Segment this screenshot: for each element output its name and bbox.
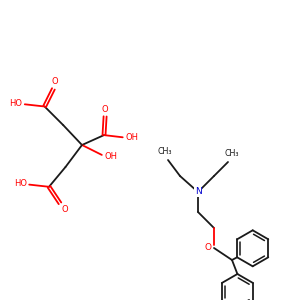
Text: O: O: [102, 105, 108, 114]
Text: HO: HO: [9, 99, 22, 108]
Text: O: O: [51, 77, 58, 86]
Text: CH₃: CH₃: [158, 146, 172, 155]
Text: N: N: [195, 188, 201, 196]
Text: O: O: [205, 244, 212, 253]
Text: HO: HO: [14, 179, 27, 188]
Text: OH: OH: [104, 152, 117, 161]
Text: O: O: [62, 205, 68, 214]
Text: OH: OH: [125, 133, 138, 142]
Text: CH₃: CH₃: [225, 148, 239, 158]
